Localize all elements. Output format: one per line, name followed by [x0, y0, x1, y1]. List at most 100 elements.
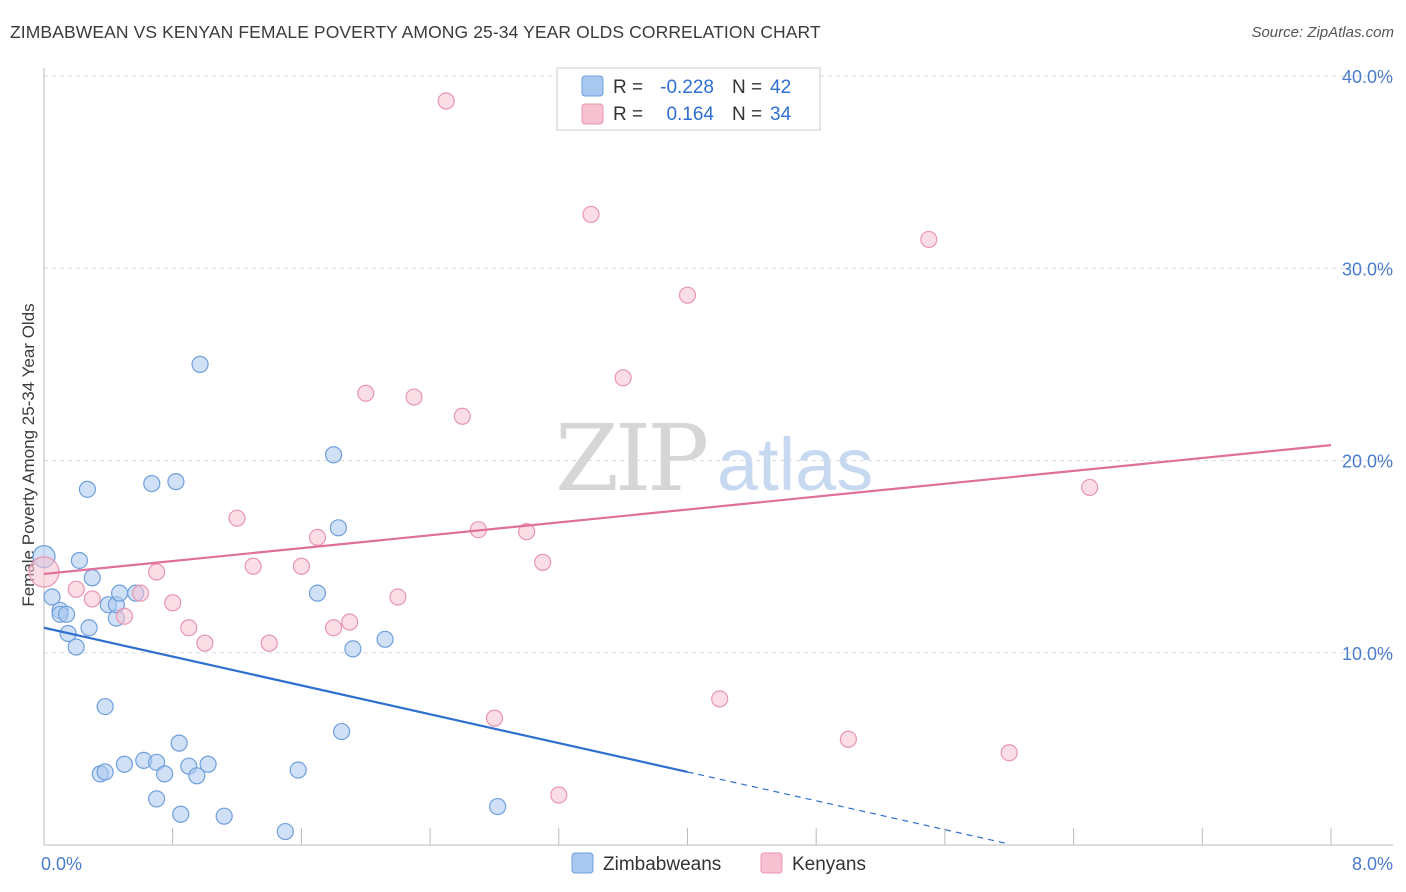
y-tick-labels: 10.0% 20.0% 30.0% 40.0%: [1342, 67, 1393, 664]
legend-r-label-1: R =: [613, 104, 643, 125]
bottom-legend-swatch-zimbabweans: [571, 852, 594, 874]
kenyans-point-13: [308, 528, 327, 547]
kenyans-point-32: [1000, 744, 1018, 762]
kenyans-point-22: [485, 709, 504, 727]
zimbabweans-trend-line: [43, 626, 688, 774]
zimbabweans-point-36: [329, 519, 348, 537]
zimbabweans-trend-extension: [687, 771, 1010, 845]
kenyans-point-4: [131, 584, 150, 602]
correlation-legend: R = -0.228 N = 42 R = 0.164 N = 34: [556, 67, 821, 131]
legend-r-value-0: -0.228: [660, 77, 714, 98]
zimbabweans-point-37: [333, 722, 351, 741]
kenyans-point-20: [453, 407, 471, 425]
zimbabweans-point-38: [344, 640, 362, 658]
kenyans-point-25: [550, 786, 568, 804]
zimbabweans-point-23: [148, 790, 166, 808]
y-axis-label: Female Poverty Among 25-34 Year Olds: [19, 303, 38, 606]
zimbabweans-point-32: [215, 807, 233, 825]
zimbabweans-point-34: [289, 761, 307, 779]
bottom-legend-kenyans: Kenyans: [792, 854, 866, 875]
kenyans-point-24: [534, 553, 552, 571]
legend-swatch-zimbabweans: [581, 75, 604, 97]
x-tick-label-max: 8.0%: [1352, 854, 1393, 874]
y-tick-label-40: 40.0%: [1342, 67, 1393, 87]
x-tick-label-min: 0.0%: [41, 854, 82, 874]
zimbabweans-point-21: [143, 474, 161, 493]
zimbabweans-point-24: [156, 765, 174, 783]
zimbabweans-point-40: [489, 797, 507, 816]
zimbabweans-point-39: [376, 630, 394, 648]
zimbabweans-point-18: [115, 755, 134, 773]
kenyans-point-12: [292, 557, 310, 575]
kenyans-point-31: [920, 230, 938, 249]
zimbabweans-point-9: [80, 619, 98, 637]
zimbabweans-point-10: [83, 569, 101, 587]
legend-n-label-0: N =: [732, 77, 762, 98]
legend-r-label-0: R =: [613, 77, 643, 98]
zimbabweans-point-25: [167, 473, 185, 491]
y-tick-label-10: 10.0%: [1342, 644, 1393, 664]
watermark: ZIP atlas: [555, 405, 873, 512]
y-tick-label-20: 20.0%: [1342, 452, 1393, 472]
kenyans-point-28: [678, 286, 697, 304]
zimbabweans-point-33: [276, 822, 294, 841]
kenyans-point-23: [518, 523, 536, 541]
y-tick-label-30: 30.0%: [1342, 259, 1393, 279]
kenyans-point-33: [1081, 478, 1099, 497]
kenyans-point-29: [711, 690, 729, 708]
kenyans-point-3: [115, 607, 134, 625]
trend-lines: [43, 444, 1332, 845]
bottom-legend-swatch-kenyans: [760, 852, 783, 874]
kenyans-point-2: [83, 590, 101, 608]
legend-swatch-kenyans: [581, 103, 604, 125]
zimbabweans-point-41: [308, 584, 327, 602]
legend-n-value-1: 34: [770, 104, 792, 125]
zimbabweans-point-26: [170, 734, 188, 752]
kenyans-trend-line: [43, 444, 1332, 576]
legend-r-value-1: 0.164: [666, 104, 714, 125]
watermark-atlas: atlas: [717, 423, 873, 506]
kenyans-point-10: [244, 557, 262, 575]
watermark-zip: ZIP: [555, 405, 706, 512]
kenyans-point-1: [67, 580, 85, 598]
zimbabweans-point-35: [324, 446, 343, 464]
chart-title: ZIMBABWEAN VS KENYAN FEMALE POVERTY AMON…: [10, 22, 821, 42]
kenyans-point-19: [437, 92, 455, 110]
zimbabweans-point-30: [191, 355, 209, 373]
kenyans-point-5: [148, 563, 166, 581]
zimbabweans-point-6: [67, 638, 85, 656]
kenyans-point-16: [357, 384, 375, 402]
kenyans-point-17: [389, 588, 407, 606]
kenyans-point-15: [341, 613, 359, 631]
bottom-legend-zimbabweans: Zimbabweans: [603, 854, 721, 875]
kenyans-point-6: [164, 594, 182, 612]
kenyans-point-7: [180, 619, 198, 637]
source-label: Source: ZipAtlas.com: [1251, 24, 1394, 41]
zimbabweans-point-29: [188, 767, 206, 785]
kenyans-point-9: [228, 509, 246, 527]
zimbabweans-point-1: [43, 588, 61, 606]
legend-n-value-0: 42: [770, 77, 791, 98]
kenyans-points: [28, 92, 1099, 804]
zimbabweans-point-12: [96, 763, 114, 781]
x-tick-labels: 0.0% 8.0%: [41, 854, 1393, 874]
kenyans-point-14: [324, 619, 343, 637]
kenyans-point-26: [582, 205, 600, 224]
zimbabweans-point-4: [57, 605, 76, 623]
series-legend: Zimbabweans Kenyans: [571, 852, 866, 875]
kenyans-point-8: [196, 634, 214, 652]
zimbabweans-point-17: [111, 584, 129, 602]
zimbabweans-point-13: [96, 697, 114, 716]
legend-n-label-1: N =: [732, 104, 762, 125]
zimbabweans-point-27: [172, 805, 190, 823]
zimbabweans-point-8: [78, 480, 97, 498]
axes: [43, 68, 1393, 846]
kenyans-point-30: [839, 730, 857, 748]
zimbabweans-points: [32, 355, 507, 841]
zimbabweans-point-31: [199, 755, 217, 773]
kenyans-point-11: [260, 634, 278, 652]
kenyans-point-27: [614, 369, 632, 387]
kenyans-point-18: [405, 388, 423, 406]
zimbabweans-point-7: [70, 551, 88, 570]
